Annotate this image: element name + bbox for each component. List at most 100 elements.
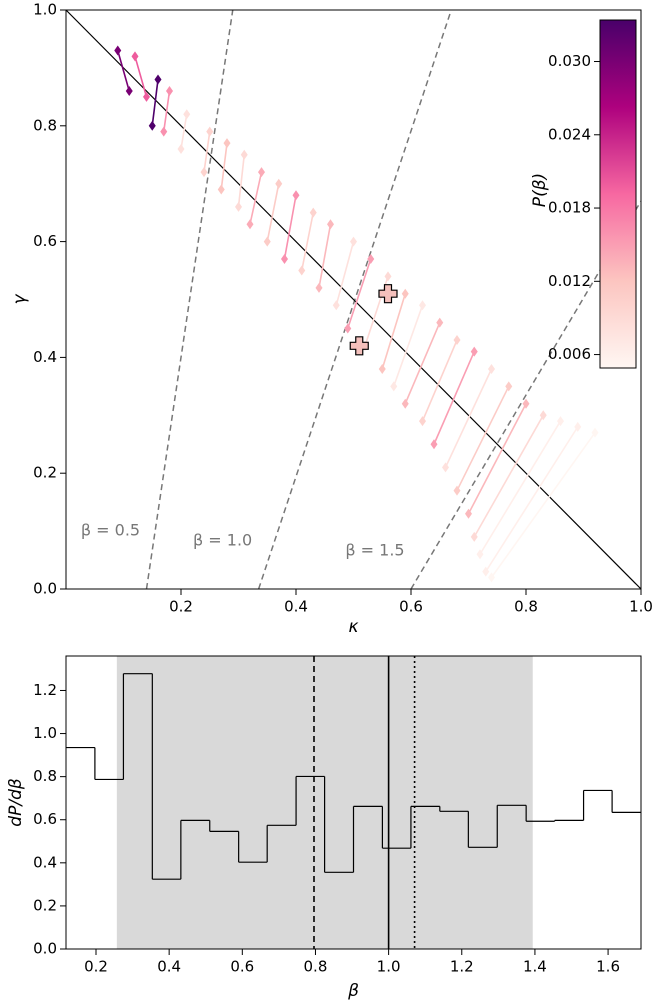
diamond (591, 427, 599, 438)
x-tick-label: 1.4 (523, 958, 547, 976)
x-axis-label: β (347, 981, 359, 1001)
pair-link (479, 420, 562, 555)
diamond (160, 126, 168, 137)
diamond (442, 462, 449, 473)
pair-link (444, 368, 493, 468)
y-tick-label: 0.6 (33, 232, 57, 250)
diamond (258, 167, 265, 178)
diamond (419, 300, 426, 311)
diamond (148, 120, 156, 131)
diamond (223, 138, 231, 149)
x-tick-label: 0.8 (514, 598, 538, 616)
colorbar-tick-label: 0.024 (548, 125, 591, 143)
diamond (298, 265, 306, 276)
pair-link (346, 258, 372, 329)
y-tick-label: 0.2 (33, 896, 57, 914)
y-tick-label: 0.4 (33, 853, 57, 871)
y-tick-label: 1.2 (33, 681, 57, 699)
diamond (281, 253, 288, 264)
pair-link (404, 322, 441, 405)
x-tick-label: 0.2 (169, 598, 193, 616)
diamond (401, 288, 409, 299)
x-tick-label: 1.2 (450, 958, 474, 976)
pair-link (456, 385, 510, 491)
cross-marker (349, 336, 369, 356)
pair-link (433, 351, 475, 445)
y-tick-label: 1.0 (33, 724, 57, 742)
y-tick-label: 0.4 (33, 348, 57, 366)
diamond (263, 236, 271, 247)
diamond (125, 86, 133, 97)
diamond (315, 282, 323, 293)
colorbar-label: P(β) (530, 173, 550, 207)
pair-link (381, 293, 407, 370)
diamond (275, 178, 283, 189)
pair-link (467, 403, 527, 515)
diamond (401, 398, 409, 409)
y-axis-label: dP/dβ (6, 778, 26, 827)
y-tick-label: 0.8 (33, 767, 57, 785)
diamond (488, 363, 495, 374)
diamond (505, 381, 513, 392)
y-tick-label: 0.8 (33, 116, 57, 134)
diamond (419, 416, 426, 427)
diamond (367, 253, 375, 264)
diamond (470, 531, 478, 542)
pair-link (473, 414, 544, 538)
diamond (378, 363, 386, 374)
y-tick-label: 0.0 (33, 580, 57, 598)
plot-frame (65, 655, 642, 950)
diamond (200, 167, 208, 178)
y-tick-label: 0.6 (33, 810, 57, 828)
y-axis-label: γ (10, 294, 30, 305)
diamond (206, 126, 214, 137)
pair-link (134, 56, 148, 98)
pair-link (151, 79, 159, 126)
diamond (217, 184, 225, 195)
diamond (574, 421, 582, 432)
diamond (350, 236, 357, 247)
x-tick-label: 0.8 (304, 958, 328, 976)
pair-link (318, 224, 332, 289)
colorbar-tick-label: 0.012 (548, 272, 591, 290)
diamond (384, 271, 392, 282)
diamond (476, 549, 484, 560)
diamond (453, 335, 461, 346)
pair-link (485, 426, 579, 573)
x-tick-label: 0.2 (84, 958, 108, 976)
beta-label: β = 0.5 (81, 521, 140, 540)
pair-link (392, 305, 424, 387)
diamond (327, 219, 334, 230)
y-tick-label: 0.0 (33, 940, 57, 958)
plot-frame (65, 9, 642, 590)
colorbar-tick-label: 0.018 (548, 199, 591, 217)
pair-link (421, 339, 458, 422)
diamond (470, 346, 478, 357)
diamond (344, 323, 352, 334)
y-tick-label: 0.2 (33, 464, 57, 482)
diamond (453, 485, 461, 496)
diamond (114, 45, 122, 56)
diamond (539, 410, 547, 421)
pair-link (300, 212, 315, 271)
diamond (488, 572, 495, 583)
pair-link (180, 114, 188, 150)
diagonal (65, 9, 642, 590)
x-axis-label: κ (348, 617, 358, 637)
x-tick-label: 1.0 (629, 598, 653, 616)
beta-line (257, 9, 452, 590)
x-tick-label: 1.6 (596, 958, 620, 976)
diamond (522, 398, 530, 409)
x-tick-label: 0.4 (284, 598, 308, 616)
pair-link (220, 143, 228, 190)
diamond (390, 381, 398, 392)
diamond (482, 566, 490, 577)
pair-link (203, 131, 211, 173)
pair-link (490, 432, 596, 578)
diamond (246, 219, 254, 230)
x-tick-label: 0.4 (157, 958, 181, 976)
diamond (131, 51, 139, 62)
pair-link (335, 241, 355, 306)
